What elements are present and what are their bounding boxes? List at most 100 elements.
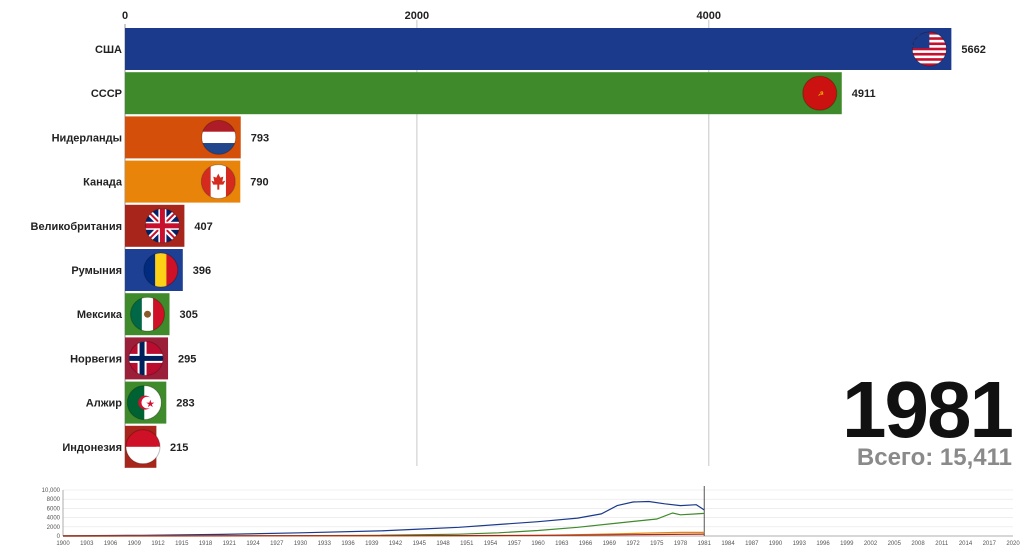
bar-value-label: 283 xyxy=(176,398,194,410)
bar-category-label: Румыния xyxy=(71,265,122,277)
mexico-flag-icon xyxy=(130,296,166,332)
us-flag-icon xyxy=(911,31,947,67)
bar-category-label: США xyxy=(95,44,122,56)
bar-value-label: 396 xyxy=(193,265,211,277)
timeline-x-tick: 1993 xyxy=(793,541,807,547)
bar-chart: 0 2000 4000 США 5662 СССР ☭ 4911 Нидерланды 793 К… xyxy=(31,10,986,468)
netherlands-flag-icon xyxy=(201,119,237,155)
timeline-x-tick: 1939 xyxy=(365,541,379,547)
bar-category-label: Нидерланды xyxy=(52,132,122,144)
bar-value-label: 407 xyxy=(194,221,212,233)
timeline-x-tick: 2005 xyxy=(888,541,902,547)
timeline-x-tick: 1960 xyxy=(531,541,545,547)
timeline-x-tick: 2002 xyxy=(864,541,878,547)
bar xyxy=(125,72,842,115)
timeline-x-tick: 2020 xyxy=(1006,541,1020,547)
timeline-x-tick: 1966 xyxy=(579,541,593,547)
bar-category-label: Алжир xyxy=(86,398,122,410)
bar-row: Алжир 283 xyxy=(86,381,195,424)
current-year-label: 1981 xyxy=(842,365,1014,454)
bar-row: США 5662 xyxy=(95,28,986,70)
timeline-x-tick: 1984 xyxy=(721,541,735,547)
timeline-x-tick: 1996 xyxy=(816,541,830,547)
bar xyxy=(125,28,952,70)
indonesia-flag-icon xyxy=(125,429,161,465)
timeline-x-tick: 1969 xyxy=(603,541,617,547)
timeline-y-tick: 0 xyxy=(57,534,61,540)
timeline-x-tick: 1978 xyxy=(674,541,688,547)
timeline-x-tick: 1945 xyxy=(413,541,427,547)
bar-category-label: Индонезия xyxy=(62,442,122,454)
timeline-x-tick: 1987 xyxy=(745,541,759,547)
canada-flag-icon xyxy=(200,164,236,200)
timeline-series-line xyxy=(62,500,705,537)
timeline-x-tick: 1954 xyxy=(484,541,498,547)
bar-category-label: Норвегия xyxy=(70,353,122,365)
algeria-flag-icon xyxy=(126,385,162,421)
bar-value-label: 4911 xyxy=(852,88,876,100)
total-label: Всего: 15,411 xyxy=(856,444,1012,471)
romania-flag-icon xyxy=(143,252,179,288)
bar-row: Норвегия 295 xyxy=(70,337,196,380)
timeline-x-tick: 1948 xyxy=(436,541,450,547)
bar-row: Канада 790 xyxy=(83,160,269,203)
timeline-x-tick: 1933 xyxy=(318,541,332,547)
timeline-x-tick: 1990 xyxy=(769,541,783,547)
bar-value-label: 215 xyxy=(170,442,188,454)
bar-row: Нидерланды 793 xyxy=(52,116,269,159)
timeline-series-line xyxy=(62,533,705,537)
bar-value-label: 5662 xyxy=(961,44,985,56)
timeline-x-tick: 2011 xyxy=(935,541,949,547)
timeline-x-tick: 1942 xyxy=(389,541,403,547)
bar-row: Индонезия 215 xyxy=(62,425,188,468)
timeline-x-tick: 1927 xyxy=(270,541,284,547)
timeline-x-tick: 2008 xyxy=(911,541,925,547)
timeline-y-tick: 10,000 xyxy=(42,488,61,494)
timeline-x-tick: 1900 xyxy=(56,541,70,547)
norway-flag-icon xyxy=(128,340,164,376)
x-tick-label: 0 xyxy=(122,10,128,22)
timeline-lines xyxy=(62,500,705,537)
timeline-series-line xyxy=(62,512,705,537)
bar-category-label: СССР xyxy=(91,88,122,100)
bar-value-label: 793 xyxy=(251,132,269,144)
bar-value-label: 295 xyxy=(178,353,196,365)
bar-value-label: 305 xyxy=(180,309,198,321)
timeline-x-tick: 1912 xyxy=(151,541,165,547)
x-tick-label: 2000 xyxy=(405,10,429,22)
timeline-x-tick: 1957 xyxy=(508,541,522,547)
bar-value-label: 790 xyxy=(250,177,268,189)
timeline-y-tick: 4000 xyxy=(47,516,61,522)
ussr-flag-icon: ☭ xyxy=(802,75,838,111)
timeline-x-tick: 1936 xyxy=(341,541,355,547)
timeline-x-tick: 1975 xyxy=(650,541,664,547)
bar-category-label: Великобритания xyxy=(31,221,123,233)
timeline-x-tick: 1921 xyxy=(223,541,237,547)
bar-row: Мексика 305 xyxy=(77,293,198,336)
timeline-x-tick: 1903 xyxy=(80,541,94,547)
bars-group: США 5662 СССР ☭ 4911 Нидерланды 793 Канада 790 Ве… xyxy=(31,28,986,468)
timeline-x-tick: 2014 xyxy=(959,541,973,547)
timeline-x-tick: 1930 xyxy=(294,541,308,547)
timeline-x-tick: 1909 xyxy=(128,541,142,547)
bar-row: СССР ☭ 4911 xyxy=(91,72,876,115)
bar-row: Великобритания 407 xyxy=(31,204,213,247)
timeline-x-tick: 1981 xyxy=(698,541,712,547)
bar-row: Румыния 396 xyxy=(71,249,211,291)
timeline-x-tick: 1951 xyxy=(460,541,474,547)
timeline-y-tick: 2000 xyxy=(47,525,61,531)
timeline-y-tick: 6000 xyxy=(47,506,61,512)
timeline-x-tick: 1963 xyxy=(555,541,569,547)
timeline-x-tick: 1972 xyxy=(626,541,640,547)
bar-category-label: Канада xyxy=(83,177,123,189)
x-tick-label: 4000 xyxy=(697,10,721,22)
timeline-x-tick: 1915 xyxy=(175,541,189,547)
uk-flag-icon xyxy=(144,208,180,244)
timeline-x-tick: 2017 xyxy=(983,541,997,547)
bar-category-label: Мексика xyxy=(77,309,123,321)
timeline-x-tick: 1918 xyxy=(199,541,213,547)
svg-text:☭: ☭ xyxy=(818,90,824,98)
timeline-x-tick: 1906 xyxy=(104,541,118,547)
